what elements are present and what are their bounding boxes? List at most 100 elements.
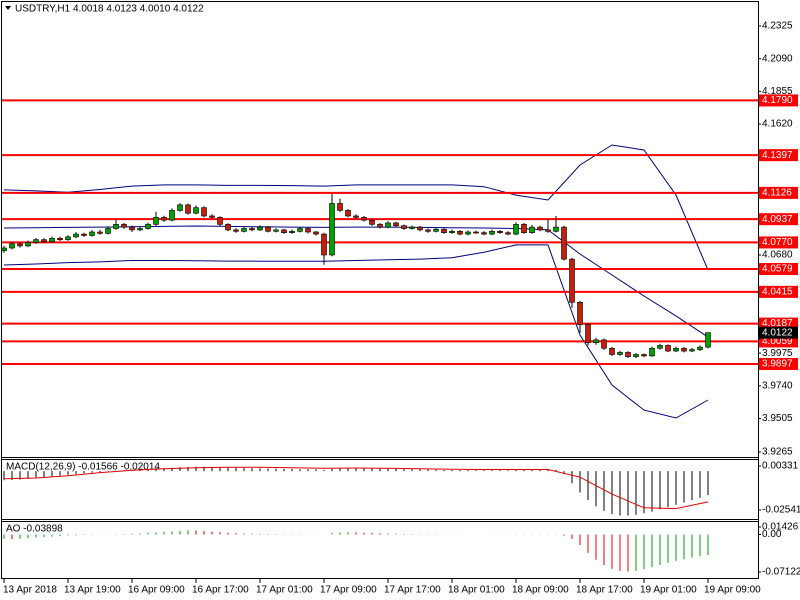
candle-body [185, 204, 191, 214]
candle-body [1, 247, 7, 252]
indicator-title: AO -0.03898 [6, 524, 63, 535]
x-tick-label: 19 Apr 09:00 [704, 585, 761, 596]
candle-body [137, 228, 143, 231]
y-tick-label: 3.9740 [762, 380, 793, 391]
candle-body [73, 233, 79, 238]
y-tick-label: 4.2325 [762, 21, 793, 32]
candle-body [337, 203, 343, 211]
candle-body [577, 301, 583, 325]
level-label-box [759, 213, 798, 226]
candle-body [697, 346, 703, 350]
candle-body [481, 232, 487, 235]
candle-body [145, 224, 151, 229]
candle-body [393, 222, 399, 227]
candle-body [345, 210, 351, 217]
candle-body [257, 226, 263, 231]
level-label: 4.0579 [762, 264, 793, 275]
x-tick-label: 18 Apr 17:00 [576, 585, 633, 596]
x-tick-label: 13 Apr 19:00 [64, 585, 121, 596]
candle-body [313, 231, 319, 235]
level-label-box [759, 285, 798, 298]
y-tick-label: -0.07122 [762, 567, 800, 578]
x-tick-label: 16 Apr 09:00 [128, 585, 185, 596]
candle-body [49, 237, 55, 243]
candle-body [457, 230, 463, 235]
candle-body [9, 243, 15, 249]
candle-body [25, 242, 31, 247]
y-tick-label: -0.02541 [762, 505, 800, 516]
candle-body [57, 237, 63, 240]
candle-body [201, 207, 207, 217]
candle-body [193, 207, 199, 214]
candle-body [169, 210, 175, 221]
level-label: 3.9897 [762, 359, 793, 370]
y-tick-label: 4.1620 [762, 119, 793, 130]
candle-body [297, 228, 303, 232]
level-label: 4.0059 [762, 336, 793, 347]
candle-body [585, 324, 591, 343]
candle-body [105, 228, 111, 234]
candle-body [305, 228, 311, 233]
x-tick-label: 18 Apr 01:00 [448, 585, 505, 596]
x-tick-label: 19 Apr 01:00 [640, 585, 697, 596]
candle-body [121, 224, 127, 228]
level-label: 4.0770 [762, 237, 793, 248]
candle-body [609, 347, 615, 355]
candle-body [409, 226, 415, 229]
level-label: 4.1397 [762, 150, 793, 161]
candle-body [209, 215, 215, 218]
candle-body [385, 222, 391, 228]
candle-body [537, 226, 543, 231]
band-lower [3, 244, 709, 419]
candle-body [161, 217, 167, 221]
chart-title: USDTRY,H1 4.0018 4.0123 4.0010 4.0122 [15, 4, 204, 15]
candle-body [569, 258, 575, 303]
y-tick-label: 0.00331 [762, 461, 799, 472]
candle-body [505, 232, 511, 235]
candle-body [633, 354, 639, 357]
candle-body [361, 217, 367, 221]
candle-body [233, 229, 239, 232]
candle-body [241, 228, 247, 232]
y-tick-label: 3.9265 [762, 447, 793, 458]
candle-body [129, 226, 135, 231]
candle-body [705, 332, 711, 348]
level-label-box [759, 317, 798, 330]
level-label: 4.1790 [762, 95, 793, 106]
y-tick-label: 4.1855 [762, 86, 793, 97]
candle-body [681, 347, 687, 352]
y-tick-label: 3.9975 [762, 348, 793, 359]
level-label: 4.0415 [762, 286, 793, 297]
level-label: 4.0937 [762, 214, 793, 225]
candle-body [561, 226, 567, 260]
frame [1, 1, 759, 579]
candle-body [625, 352, 631, 357]
candle-body [593, 339, 599, 343]
x-tick-label: 17 Apr 09:00 [320, 585, 377, 596]
menu-arrow[interactable] [5, 6, 11, 10]
candle-body [329, 203, 335, 256]
candle-body [401, 225, 407, 229]
level-label-box [759, 236, 798, 249]
candle-body [673, 347, 679, 352]
candle-body [353, 215, 359, 218]
level-label: 4.1126 [762, 188, 792, 199]
candle-body [649, 347, 655, 357]
candle-body [249, 228, 255, 231]
candle-body [425, 229, 431, 232]
candle-body [273, 229, 279, 232]
candle-body [113, 224, 119, 229]
candle-body [497, 230, 503, 233]
level-label-box [759, 149, 798, 162]
candle-body [33, 239, 39, 243]
indicator-title: MACD(12,26,9) -0.01566 -0.02014 [6, 462, 160, 473]
candle-body [657, 345, 663, 349]
level-label-box [759, 263, 798, 276]
candle-body [217, 217, 223, 225]
y-tick-label: 0.00 [762, 529, 782, 540]
level-label-box [759, 357, 798, 370]
macd-signal [3, 466, 709, 510]
